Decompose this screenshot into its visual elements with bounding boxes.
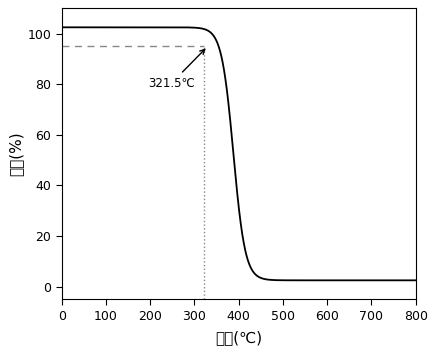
Y-axis label: 重量(%): 重量(%) [8,132,24,176]
X-axis label: 温度(℃): 温度(℃) [215,330,262,345]
Text: 321.5℃: 321.5℃ [148,49,205,90]
